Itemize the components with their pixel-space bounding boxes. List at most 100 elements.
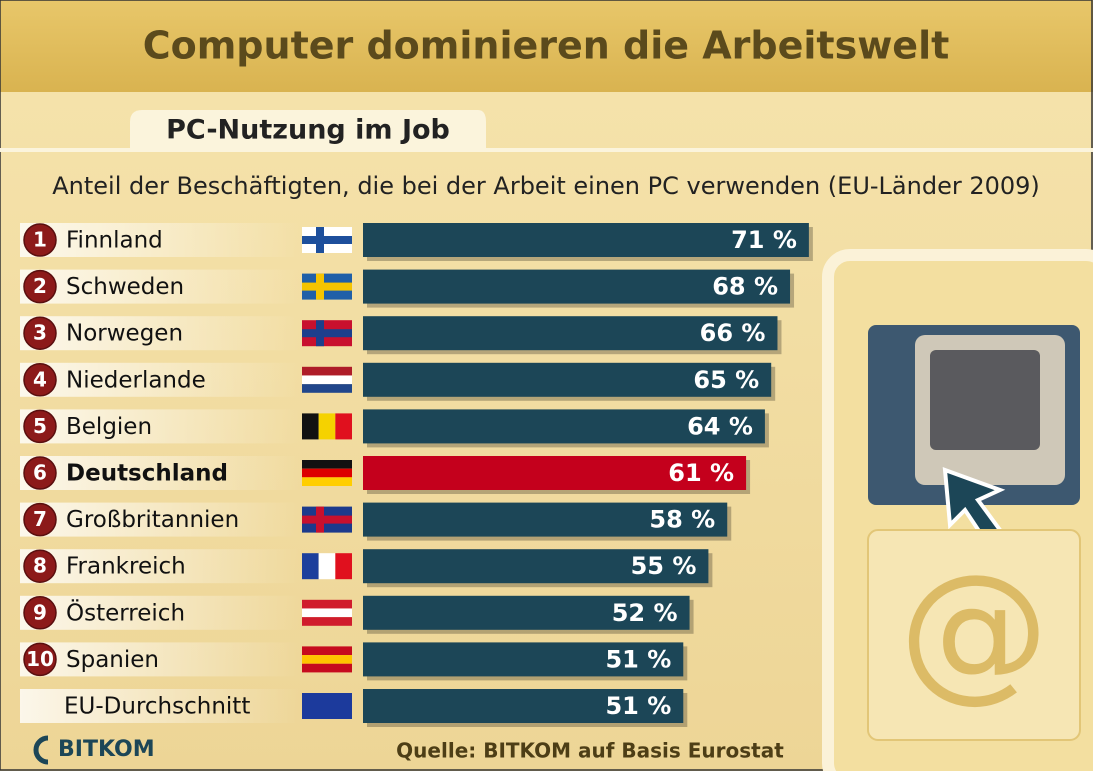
rank-label: 5 [33, 414, 47, 438]
subtitle: Anteil der Beschäftigten, die bei der Ar… [52, 172, 1040, 200]
at-icon: @ [899, 543, 1049, 717]
bar [363, 502, 728, 537]
rank-label: 2 [33, 274, 47, 298]
flag-part [302, 515, 352, 524]
flag-part [302, 608, 352, 618]
title-band [0, 0, 1093, 92]
flag-part [318, 413, 336, 440]
flag-part [302, 329, 352, 338]
category-label: Niederlande [66, 367, 206, 393]
rank-label: 10 [26, 647, 54, 671]
flag-part [302, 553, 319, 580]
value-label: 52 % [612, 599, 678, 627]
row-band [20, 362, 300, 397]
category-label: Frankreich [66, 554, 186, 580]
category-label: Norwegen [66, 321, 183, 347]
rank-label: 4 [33, 367, 47, 391]
value-label: 58 % [649, 506, 715, 534]
value-label: 68 % [712, 273, 778, 301]
logo: BITKOM [58, 737, 155, 762]
tab-line [0, 148, 1093, 152]
category-label: Belgien [66, 414, 152, 440]
flag-part [302, 655, 352, 664]
bar [363, 642, 684, 677]
tab [130, 110, 486, 150]
icon-box [867, 529, 1081, 741]
bar [363, 409, 765, 444]
value-label: 66 % [700, 319, 766, 347]
value-label: 65 % [693, 366, 759, 394]
category-label: Spanien [66, 647, 159, 673]
flag-part [302, 460, 352, 469]
row-band [20, 269, 300, 304]
row-band [20, 409, 300, 444]
source: Quelle: BITKOM auf Basis Eurostat [396, 739, 784, 763]
rank-label: 7 [33, 507, 47, 531]
rank-badge [23, 269, 57, 304]
rank-badge [23, 642, 57, 677]
bar [363, 456, 747, 490]
row-band [20, 689, 300, 723]
value-label: 64 % [687, 412, 753, 440]
row-band [20, 549, 300, 584]
bar [363, 223, 809, 257]
flag-part [302, 375, 352, 385]
rank-badge [23, 596, 57, 630]
flag-part [302, 366, 352, 376]
row-band [20, 595, 300, 630]
flag-part [302, 693, 352, 719]
chart-title: Computer dominieren die Arbeitswelt [143, 24, 950, 68]
row-band [20, 316, 300, 351]
bar [363, 595, 690, 630]
category-label: Großbritannien [66, 507, 239, 533]
rank-badge [23, 363, 57, 397]
flag-part [302, 468, 352, 478]
rank-label: 6 [33, 461, 47, 485]
rank-label: 9 [33, 600, 47, 624]
flag-part [302, 384, 352, 393]
rank-badge [23, 549, 57, 583]
rank-badge [23, 223, 57, 257]
flag-part [302, 477, 352, 486]
bar [363, 362, 772, 397]
rank-label: 1 [33, 228, 47, 252]
rank-badge [23, 456, 57, 490]
rank-badge [23, 502, 57, 537]
value-label: 55 % [631, 552, 697, 580]
logo-mark [33, 735, 49, 765]
category-label: Deutschland [66, 461, 228, 487]
flag-part [335, 553, 352, 580]
value-label: 71 % [731, 226, 797, 254]
rank-label: 3 [33, 321, 47, 345]
row-band [20, 456, 300, 490]
rank-badge [23, 316, 57, 350]
category-label: Österreich [66, 598, 185, 626]
category-label: Schweden [66, 274, 184, 300]
value-label: 51 % [605, 645, 671, 673]
bar [363, 269, 791, 304]
value-label: 51 % [605, 692, 671, 720]
row-band [20, 642, 300, 677]
rank-label: 8 [33, 554, 47, 578]
bar [363, 689, 684, 723]
flag-part [302, 236, 352, 244]
rank-badge [23, 409, 57, 444]
flag-part [302, 282, 352, 291]
category-label: Finnland [66, 228, 163, 254]
row-band [20, 502, 300, 537]
flag-part [302, 413, 319, 440]
flag-part [302, 599, 352, 609]
row-band [20, 223, 300, 257]
flag-part [302, 646, 352, 656]
flag-part [318, 553, 336, 580]
flag-part [302, 617, 352, 626]
bar [363, 316, 778, 351]
screen [930, 350, 1040, 450]
bar [363, 549, 709, 584]
flag-part [302, 663, 352, 673]
value-label: 61 % [668, 459, 734, 487]
flag-part [335, 413, 352, 440]
category-label: EU-Durchschnitt [64, 694, 250, 720]
tab-label: PC-Nutzung im Job [166, 115, 450, 146]
